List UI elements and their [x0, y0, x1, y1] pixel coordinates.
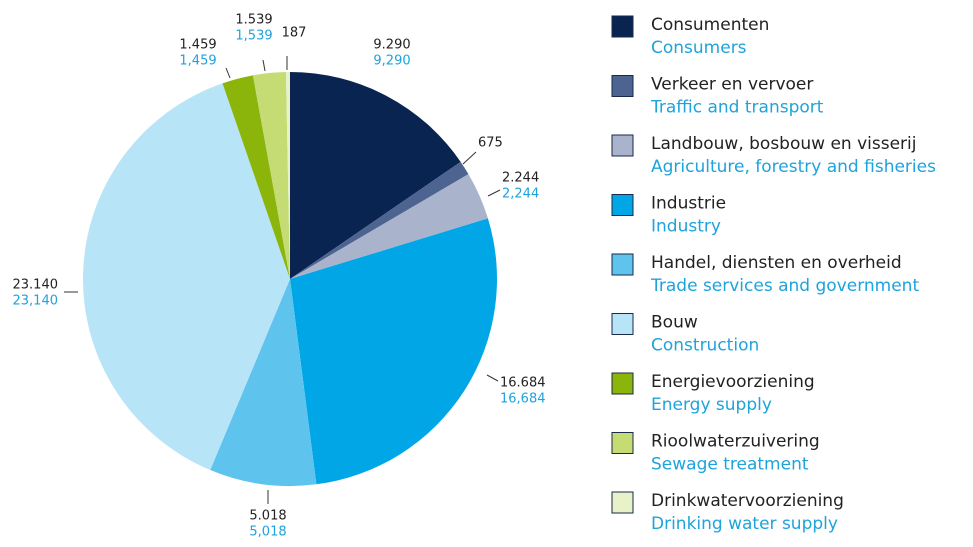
legend-label: Industrie	[651, 194, 726, 214]
value-label: 2.244	[502, 171, 539, 186]
legend-label-en: Construction	[651, 336, 759, 356]
legend-swatch	[611, 75, 634, 97]
legend-swatch	[611, 134, 634, 157]
leader-line	[486, 374, 499, 382]
value-label-en: 1,539	[235, 29, 272, 44]
pie-slice	[222, 75, 290, 280]
legend-label-en: Industry	[651, 217, 721, 237]
value-label: 675	[478, 136, 503, 151]
leader-line	[462, 151, 477, 165]
legend-swatch	[611, 313, 634, 335]
value-label-en: 9,290	[373, 54, 410, 69]
legend-label: Consumenten	[651, 15, 769, 35]
value-label: 9.290	[373, 38, 410, 53]
value-label-en: 16,684	[500, 392, 546, 407]
legend-label: Bouw	[651, 313, 698, 333]
leader-line	[262, 59, 266, 72]
legend-label: Energievoorziening	[651, 372, 815, 392]
value-label: 23.140	[13, 278, 59, 293]
legend-label-en: Drinking water supply	[651, 514, 838, 534]
leader-line	[225, 67, 231, 79]
pie-slice	[82, 83, 290, 471]
legend-swatch	[611, 491, 634, 514]
legend-label-en: Sewage treatment	[651, 455, 809, 475]
legend-swatch	[611, 372, 634, 395]
value-label-en: 23,140	[13, 294, 59, 309]
value-label-en: 1,459	[179, 54, 216, 69]
value-label: 187	[282, 26, 307, 41]
legend-label-en: Energy supply	[651, 395, 772, 415]
legend-swatch	[611, 432, 634, 454]
legend-label: Handel, diensten en overheid	[651, 253, 902, 273]
pie-slice	[290, 174, 488, 279]
pie-slice	[285, 72, 290, 279]
legend-swatch	[611, 253, 634, 276]
legend-label-en: Agriculture, forestry and fisheries	[651, 157, 936, 177]
legend-label: Landbouw, bosbouw en visserij	[651, 134, 916, 154]
legend-label-en: Traffic and transport	[650, 98, 824, 118]
legend-label: Rioolwaterzuivering	[651, 432, 820, 452]
value-label: 16.684	[500, 376, 546, 391]
legend-swatch	[611, 194, 634, 216]
leader-line	[487, 189, 501, 197]
legend-label: Drinkwatervoorziening	[651, 491, 844, 511]
pie-slice	[210, 279, 317, 486]
pie-slice	[252, 72, 290, 280]
value-label: 1.539	[235, 13, 272, 28]
value-label-en: 5,018	[249, 525, 286, 540]
legend-label: Verkeer en vervoer	[651, 75, 813, 95]
legend-swatch	[611, 15, 634, 38]
pie-slice	[290, 72, 461, 279]
value-label: 5.018	[249, 509, 286, 524]
pie-slice	[290, 161, 469, 279]
legend-label-en: Consumers	[651, 38, 747, 58]
pie-slice	[290, 218, 497, 485]
legend-label-en: Trade services and government	[650, 276, 919, 296]
value-label-en: 2,244	[502, 187, 539, 202]
value-label: 1.459	[179, 38, 216, 53]
